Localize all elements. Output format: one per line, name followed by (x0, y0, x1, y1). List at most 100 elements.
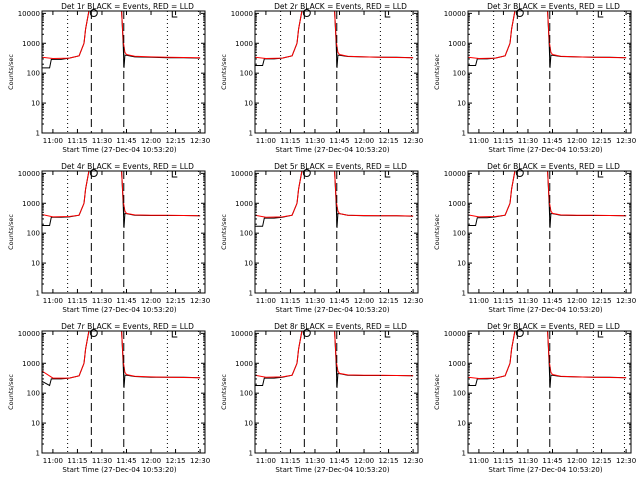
x-tick-label: 11:00 (256, 137, 276, 145)
x-axis-label: Start Time (27-Dec-04 10:53:20) (488, 146, 602, 154)
chart-title: Det 1r BLACK = Events, RED = LLD (61, 2, 194, 11)
x-tick-label: 11:45 (116, 137, 136, 145)
circle-marker (89, 169, 98, 177)
x-tick-label: 12:30 (403, 137, 423, 145)
x-tick-label: 12:00 (567, 297, 587, 305)
x-tick-label: 11:45 (542, 457, 562, 465)
y-axis-label: Counts/sec (220, 214, 228, 250)
y-tick-label: 1 (462, 290, 466, 298)
chart-panel-8: 1 10 100 1000 10000 11:00 11:15 11:30 11:45 12:00… (220, 322, 423, 474)
y-tick-label: 1 (249, 290, 253, 298)
x-axis-label: Start Time (27-Dec-04 10:53:20) (62, 466, 176, 474)
l-marker (171, 331, 178, 338)
lld-series-line (42, 331, 201, 379)
y-axis-label: Counts/sec (7, 374, 15, 410)
y-axis-label: Counts/sec (220, 374, 228, 410)
x-tick-label: 12:00 (354, 137, 374, 145)
x-tick-label: 12:15 (378, 137, 398, 145)
x-tick-label: 12:00 (567, 457, 587, 465)
x-tick-label: 11:15 (493, 137, 513, 145)
x-axis-label: Start Time (27-Dec-04 10:53:20) (62, 146, 176, 154)
lld-series-line (255, 11, 414, 60)
l-marker (384, 331, 391, 338)
x-tick-label: 11:30 (305, 457, 325, 465)
chart-title: Det 6r BLACK = Events, RED = LLD (487, 162, 620, 171)
x-tick-label: 11:15 (280, 137, 300, 145)
y-tick-label: 1000 (448, 200, 466, 208)
plot-area (468, 171, 627, 293)
y-tick-label: 1 (462, 130, 466, 138)
circle-marker (515, 169, 524, 177)
chart-panel-5: 1 10 100 1000 10000 11:00 11:15 11:30 11:45 12:00… (220, 162, 423, 314)
events-series-line (468, 171, 627, 228)
events-series-line (255, 11, 414, 68)
circle-marker (515, 329, 524, 337)
lld-series-line (468, 331, 627, 380)
x-tick-label: 12:15 (591, 137, 611, 145)
x-tick-label: 11:00 (469, 297, 489, 305)
x-tick-label: 11:45 (542, 137, 562, 145)
y-tick-label: 1 (249, 450, 253, 458)
l-marker (384, 11, 391, 18)
chart-title: Det 9r BLACK = Events, RED = LLD (487, 322, 620, 331)
chart-panel-1: 1 10 100 1000 10000 11:00 11:15 11:30 11:45 12:00… (7, 2, 210, 154)
y-tick-label: 10000 (18, 10, 40, 18)
y-tick-label: 10000 (231, 10, 253, 18)
x-tick-label: 12:00 (141, 457, 161, 465)
events-series-line (468, 331, 627, 388)
x-tick-label: 12:15 (165, 137, 185, 145)
chart-title: Det 8r BLACK = Events, RED = LLD (274, 322, 407, 331)
y-tick-label: 1000 (235, 200, 253, 208)
x-tick-label: 11:15 (67, 137, 87, 145)
chart-title: Det 4r BLACK = Events, RED = LLD (61, 162, 194, 171)
plot-frame (41, 170, 206, 294)
x-tick-label: 11:45 (542, 297, 562, 305)
plot-area (468, 331, 627, 453)
y-tick-label: 100 (453, 230, 466, 238)
y-axis-label: Counts/sec (433, 214, 441, 250)
x-tick-label: 12:30 (190, 457, 210, 465)
plot-frame (467, 170, 632, 294)
x-tick-label: 11:30 (518, 297, 538, 305)
chart-title: Det 5r BLACK = Events, RED = LLD (274, 162, 407, 171)
chart-panel-7: 1 10 100 1000 10000 11:00 11:15 11:30 11:45 12:00… (7, 322, 210, 474)
y-tick-label: 1000 (235, 360, 253, 368)
l-marker (597, 11, 604, 18)
y-tick-label: 1000 (22, 200, 40, 208)
l-marker (171, 171, 178, 178)
y-tick-label: 1000 (448, 40, 466, 48)
chart-title: Det 3r BLACK = Events, RED = LLD (487, 2, 620, 11)
x-tick-label: 12:00 (354, 457, 374, 465)
plot-area (255, 171, 414, 293)
x-tick-label: 11:00 (469, 137, 489, 145)
x-tick-label: 11:00 (256, 297, 276, 305)
x-tick-label: 12:30 (616, 457, 636, 465)
circle-marker (302, 329, 311, 337)
y-tick-label: 1000 (22, 40, 40, 48)
x-axis-label: Start Time (27-Dec-04 10:53:20) (275, 146, 389, 154)
x-tick-label: 11:30 (305, 137, 325, 145)
plot-area (42, 331, 201, 453)
lld-series-line (255, 171, 414, 218)
x-tick-label: 12:15 (378, 297, 398, 305)
x-tick-label: 12:15 (591, 457, 611, 465)
y-tick-label: 10000 (444, 170, 466, 178)
l-marker (384, 171, 391, 178)
x-axis-label: Start Time (27-Dec-04 10:53:20) (62, 306, 176, 314)
plot-area (255, 11, 414, 133)
y-tick-label: 1 (36, 450, 40, 458)
chart-panel-4: 1 10 100 1000 10000 11:00 11:15 11:30 11:45 12:00… (7, 162, 210, 314)
x-tick-label: 11:00 (43, 457, 63, 465)
events-series-line (42, 331, 201, 388)
x-tick-label: 11:30 (518, 457, 538, 465)
y-axis-label: Counts/sec (433, 374, 441, 410)
l-marker (597, 331, 604, 338)
y-tick-label: 1000 (235, 40, 253, 48)
y-tick-label: 10000 (444, 10, 466, 18)
events-series-line (255, 171, 414, 228)
y-tick-label: 10000 (18, 170, 40, 178)
plot-frame (254, 10, 419, 134)
y-tick-label: 1 (462, 450, 466, 458)
x-tick-label: 12:00 (354, 297, 374, 305)
x-tick-label: 11:15 (67, 457, 87, 465)
